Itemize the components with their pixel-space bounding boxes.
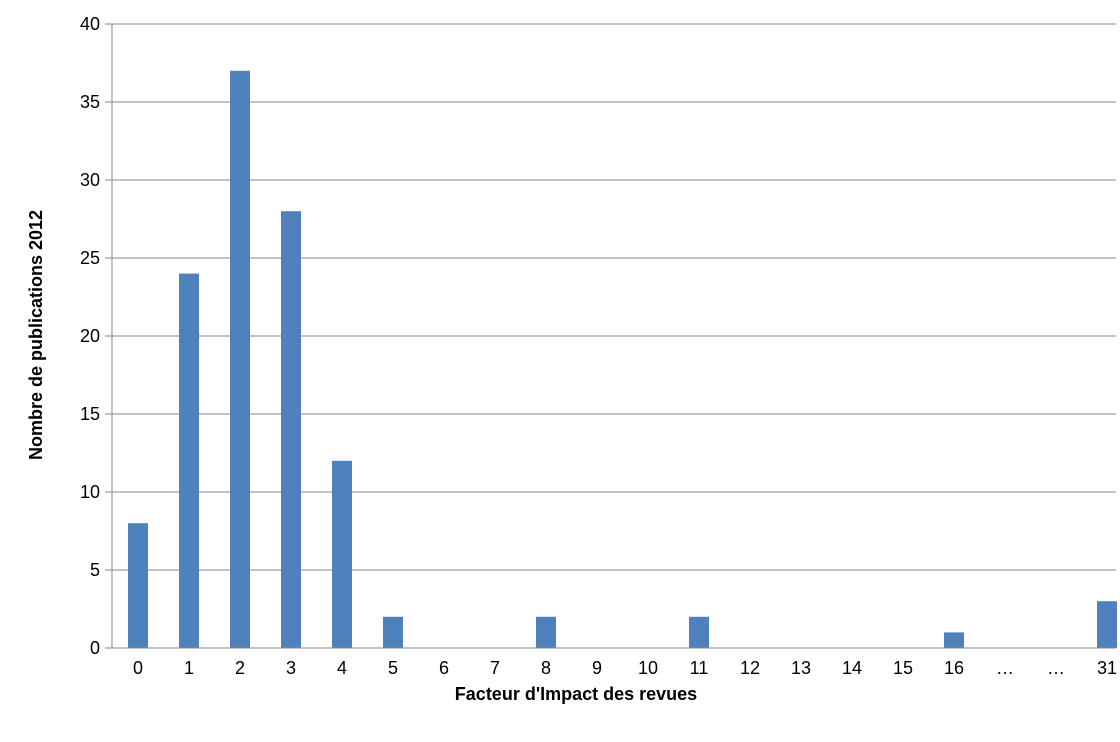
y-tick-labels: 0 5 10 15 20 25 30 35 40 [80,14,100,658]
bar [383,616,403,648]
y-axis-title: Nombre de publications 2012 [26,210,46,460]
y-tick-label: 30 [80,170,100,190]
x-tick-label: 12 [740,658,760,678]
y-tick-label: 0 [90,638,100,658]
x-tick-label: 8 [541,658,551,678]
x-tick-labels: 0 1 2 3 4 5 6 7 8 9 10 11 12 13 14 15 16…… 31 [133,658,1117,678]
x-tick-label: … [996,658,1014,678]
axes [105,23,1116,649]
x-tick-label: 31 [1097,658,1117,678]
x-tick-label: 6 [439,658,449,678]
x-tick-label: 9 [592,658,602,678]
bar [281,211,301,648]
y-tick-label: 5 [90,560,100,580]
bar [1097,601,1117,648]
bar [332,460,352,648]
bar [689,616,709,648]
x-tick-label: 13 [791,658,811,678]
gridlines [112,23,1116,571]
y-tick-label: 10 [80,482,100,502]
x-tick-label: 7 [490,658,500,678]
bar [230,70,250,649]
bar [536,616,556,648]
x-tick-label: 0 [133,658,143,678]
x-tick-label: 3 [286,658,296,678]
x-tick-label: 2 [235,658,245,678]
x-tick-label: 1 [184,658,194,678]
x-tick-label: 5 [388,658,398,678]
x-tick-label: … [1047,658,1065,678]
y-tick-label: 15 [80,404,100,424]
y-tick-label: 20 [80,326,100,346]
bars [128,70,1117,649]
x-axis-title: Facteur d'Impact des revues [455,684,697,704]
x-tick-label: 10 [638,658,658,678]
y-tick-label: 25 [80,248,100,268]
x-tick-label: 4 [337,658,347,678]
x-tick-label: 14 [842,658,862,678]
bar [944,632,964,648]
x-tick-label: 11 [690,658,709,678]
x-tick-label: 15 [893,658,913,678]
bar [128,523,148,648]
y-tick-label: 40 [80,14,100,34]
x-tick-label: 16 [944,658,964,678]
y-tick-label: 35 [80,92,100,112]
bar [179,273,199,648]
